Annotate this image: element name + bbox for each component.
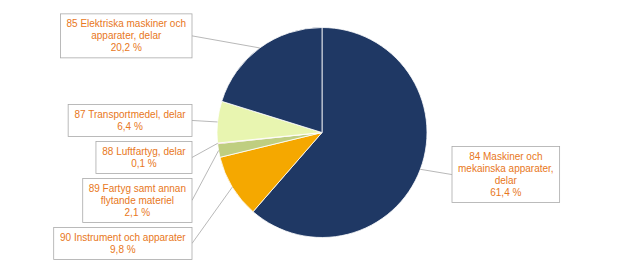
category-label: 88 Luftfartyg, delar: [102, 146, 186, 157]
category-label: 90 Instrument och apparater: [60, 232, 186, 243]
label-frame: [68, 104, 192, 136]
labels: 84 Maskiner ochmekainska apparater,delar…: [54, 14, 560, 260]
value-label: 2,1 %: [125, 207, 151, 218]
chart-container: 84 Maskiner ochmekainska apparater,delar…: [0, 0, 644, 265]
connector: [192, 187, 232, 243]
label-box: 88 Luftfartyg, delar0,1 %: [96, 141, 192, 173]
value-label: 9,8 %: [110, 244, 136, 255]
slices: [217, 28, 427, 238]
value-label: 6,4 %: [117, 121, 143, 132]
label-frame: [96, 141, 192, 173]
pie-chart: 84 Maskiner ochmekainska apparater,delar…: [0, 0, 644, 265]
label-frame: [452, 147, 560, 203]
category-label: 89 Fartyg samt annanflytande materiel: [89, 183, 186, 206]
value-label: 61,4 %: [490, 187, 521, 198]
connector: [192, 143, 218, 157]
label-box: 84 Maskiner ochmekainska apparater,delar…: [452, 147, 560, 203]
value-label: 20,2 %: [111, 42, 142, 53]
label-box: 87 Transportmedel, delar6,4 %: [68, 104, 192, 136]
label-frame: [83, 178, 192, 222]
label-frame: [61, 14, 193, 58]
label-box: 89 Fartyg samt annanflytande materiel2,1…: [83, 178, 192, 222]
slice: [222, 28, 322, 133]
label-box: 90 Instrument och apparater9,8 %: [54, 227, 192, 259]
label-box: 85 Elektriska maskiner ochapparater, del…: [61, 14, 193, 58]
category-label: 85 Elektriska maskiner ochapparater, del…: [67, 18, 187, 41]
category-label: 87 Transportmedel, delar: [74, 109, 186, 120]
connector: [420, 169, 452, 174]
connector: [192, 151, 219, 201]
value-label: 0,1 %: [131, 158, 157, 169]
connector: [192, 120, 218, 122]
label-frame: [54, 227, 192, 259]
category-label: 84 Maskiner ochmekainska apparater,delar: [458, 151, 554, 186]
connector: [192, 36, 260, 48]
